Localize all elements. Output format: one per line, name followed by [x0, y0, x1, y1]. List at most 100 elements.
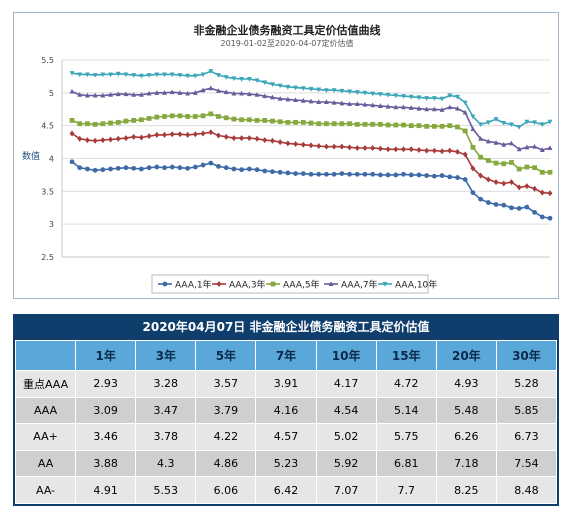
table-cell: 3.28 — [135, 370, 197, 398]
table-cell: 4.17 — [315, 370, 377, 398]
data-point — [393, 172, 399, 178]
data-point — [324, 121, 329, 127]
data-point — [300, 86, 306, 92]
table-cell: 6.42 — [255, 476, 317, 504]
table-header-cell: 20年 — [435, 340, 497, 371]
data-point — [208, 85, 214, 91]
data-point — [516, 124, 522, 130]
legend-label: AAA,10年 — [395, 279, 437, 291]
data-point — [439, 96, 445, 102]
data-point — [324, 143, 329, 150]
data-point — [92, 92, 98, 98]
table-cell: 3.57 — [195, 370, 257, 398]
data-point — [270, 94, 275, 100]
table-header-cell: 7年 — [255, 340, 317, 371]
data-point — [208, 160, 214, 166]
table-cell: 5.02 — [315, 423, 377, 451]
table-header-cell: 10年 — [315, 340, 377, 371]
table-cell: 4.57 — [255, 423, 317, 451]
data-point — [169, 131, 175, 138]
y-tick-label: 4.5 — [41, 122, 54, 131]
data-point — [316, 143, 322, 150]
data-point — [408, 172, 414, 178]
data-point — [485, 176, 491, 183]
data-point — [501, 202, 507, 208]
data-point — [108, 166, 113, 172]
data-point — [447, 123, 453, 129]
chart-title: 非金融企业债务融资工具定价估值曲线 — [194, 23, 381, 37]
legend-marker — [382, 282, 388, 287]
data-point — [192, 90, 198, 95]
data-point — [416, 146, 422, 153]
data-point — [262, 93, 268, 99]
data-point — [478, 122, 484, 128]
data-point — [509, 205, 514, 211]
data-point — [123, 91, 129, 97]
series-5 — [69, 69, 553, 130]
data-point — [77, 72, 83, 78]
data-point — [339, 143, 345, 150]
data-point — [455, 175, 460, 180]
data-point — [485, 158, 491, 163]
data-point — [462, 100, 468, 106]
data-point — [177, 73, 183, 78]
data-point — [408, 123, 414, 129]
data-point — [516, 166, 522, 172]
data-point — [285, 96, 291, 102]
data-point — [547, 215, 553, 221]
data-point — [516, 146, 522, 152]
data-point — [123, 118, 129, 124]
data-point — [347, 171, 352, 177]
data-point — [462, 151, 468, 158]
table-cell: 5.48 — [435, 396, 497, 425]
table-cell: 4.16 — [255, 396, 317, 425]
table-header-cell: 3年 — [135, 340, 197, 371]
data-point — [100, 167, 106, 173]
data-point — [169, 89, 175, 95]
data-point — [115, 91, 121, 97]
data-point — [192, 164, 198, 170]
data-point — [100, 92, 106, 98]
data-point — [470, 144, 476, 150]
data-point — [354, 171, 360, 177]
data-point — [385, 146, 391, 153]
data-point — [169, 113, 175, 119]
data-point — [308, 171, 314, 177]
data-point — [115, 165, 121, 171]
data-point — [339, 121, 345, 127]
data-point — [362, 90, 368, 96]
data-point — [439, 107, 445, 112]
data-point — [177, 113, 183, 119]
data-point — [354, 121, 360, 127]
data-point — [138, 117, 144, 123]
data-point — [85, 137, 90, 144]
table-cell: 3.09 — [75, 396, 137, 425]
data-point — [532, 165, 537, 171]
data-point — [285, 119, 291, 125]
data-point — [331, 88, 337, 94]
data-point — [108, 120, 113, 126]
data-point — [131, 73, 137, 78]
data-point — [115, 135, 121, 142]
chart-panel: 非金融企业债务融资工具定价估值曲线 2019-01-02至2020-04-07定价… — [13, 12, 559, 299]
data-point — [223, 75, 229, 80]
data-point — [154, 114, 160, 120]
data-point — [416, 105, 422, 111]
data-point — [347, 89, 352, 95]
table-cell: 4.54 — [315, 396, 377, 425]
data-point — [138, 134, 144, 141]
data-point — [424, 96, 430, 101]
data-point — [285, 140, 291, 147]
legend-label: AAA,5年 — [283, 279, 320, 291]
data-point — [300, 171, 306, 177]
data-point — [223, 133, 229, 140]
table-header-cell: 5年 — [195, 340, 257, 371]
data-point — [539, 214, 545, 220]
row-label: AA+ — [14, 423, 77, 451]
data-point — [509, 140, 514, 146]
data-point — [509, 122, 514, 128]
data-point — [138, 92, 144, 97]
legend-marker — [270, 281, 276, 287]
data-point — [92, 167, 98, 173]
data-point — [385, 92, 391, 98]
